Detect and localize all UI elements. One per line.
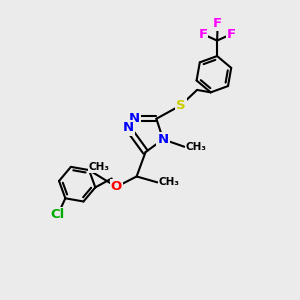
Text: S: S bbox=[176, 99, 186, 112]
Text: Cl: Cl bbox=[51, 208, 65, 221]
Text: F: F bbox=[227, 28, 236, 40]
Text: N: N bbox=[129, 112, 140, 125]
Text: F: F bbox=[213, 17, 222, 30]
Text: N: N bbox=[122, 122, 134, 134]
Text: F: F bbox=[198, 28, 207, 40]
Text: N: N bbox=[158, 133, 169, 146]
Text: O: O bbox=[111, 180, 122, 194]
Text: CH₃: CH₃ bbox=[186, 142, 207, 152]
Text: CH₃: CH₃ bbox=[89, 162, 110, 172]
Text: CH₃: CH₃ bbox=[159, 177, 180, 188]
